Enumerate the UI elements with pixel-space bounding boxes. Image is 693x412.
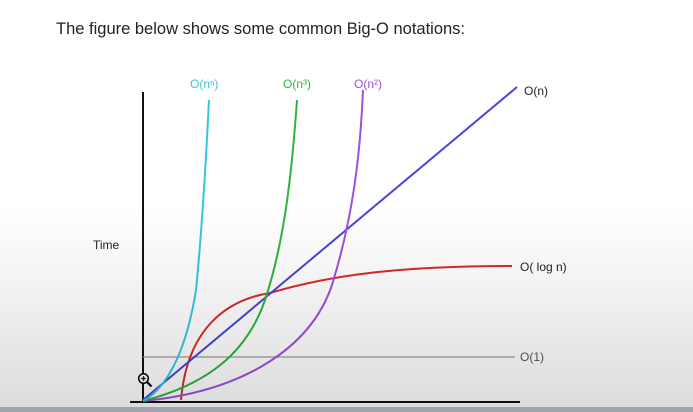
curve-o-log-n bbox=[180, 265, 513, 401]
label-o-n: O(n) bbox=[524, 84, 548, 98]
curve-o-n-squared bbox=[142, 89, 364, 402]
intro-text: The figure below shows some common Big-O… bbox=[56, 20, 466, 38]
player-progress-strip bbox=[0, 407, 693, 412]
label-o-log-n: O( log n) bbox=[520, 260, 567, 274]
curve-o-n-to-n bbox=[142, 99, 210, 402]
y-axis-label: Time bbox=[93, 238, 120, 252]
label-o-n-cubed: O(n³) bbox=[283, 77, 311, 91]
curve-o-n bbox=[142, 86, 518, 401]
label-o-1: O(1) bbox=[520, 350, 544, 364]
magnifier-cursor-icon bbox=[137, 372, 153, 388]
label-o-n-to-n: O(nⁿ) bbox=[190, 77, 218, 91]
label-o-n-squared: O(n²) bbox=[354, 77, 382, 91]
curve-o-n-cubed bbox=[142, 99, 298, 402]
